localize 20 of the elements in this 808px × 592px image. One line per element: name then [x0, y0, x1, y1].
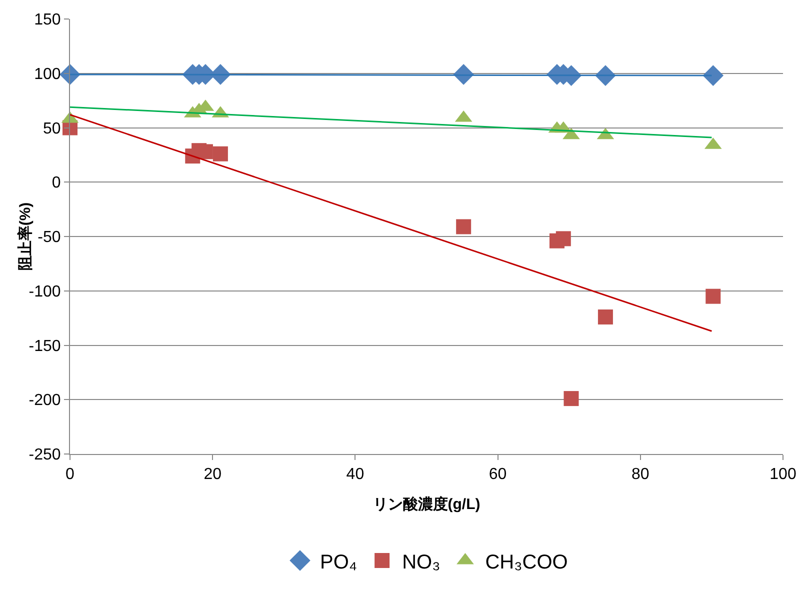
y-tick-label: -50 — [38, 229, 61, 246]
x-tick-label: 20 — [204, 466, 222, 484]
y-tick-label: -250 — [28, 446, 61, 464]
y-tick-label: -200 — [28, 392, 61, 410]
y-tick-label: 0 — [52, 174, 61, 192]
x-tick-label: 80 — [632, 466, 650, 484]
legend-label: PO₄ — [320, 551, 358, 574]
y-tick-label: -150 — [28, 338, 61, 355]
y-tick-label: -100 — [28, 283, 61, 300]
y-tick-label: 150 — [34, 12, 61, 29]
legend-label: CH₃COO — [485, 551, 568, 574]
y-axis-title: 阻止率(%) — [16, 202, 34, 271]
x-tick-label: 100 — [770, 466, 796, 484]
legend-label: NO₃ — [402, 551, 440, 574]
y-tick-label: 100 — [34, 66, 61, 83]
x-tick-label: 0 — [66, 466, 75, 484]
x-tick-label: 60 — [488, 466, 507, 484]
y-tick-label: 50 — [43, 120, 61, 138]
x-axis-title: リン酸濃度(g/L) — [372, 495, 480, 513]
x-tick-label: 40 — [346, 466, 364, 484]
